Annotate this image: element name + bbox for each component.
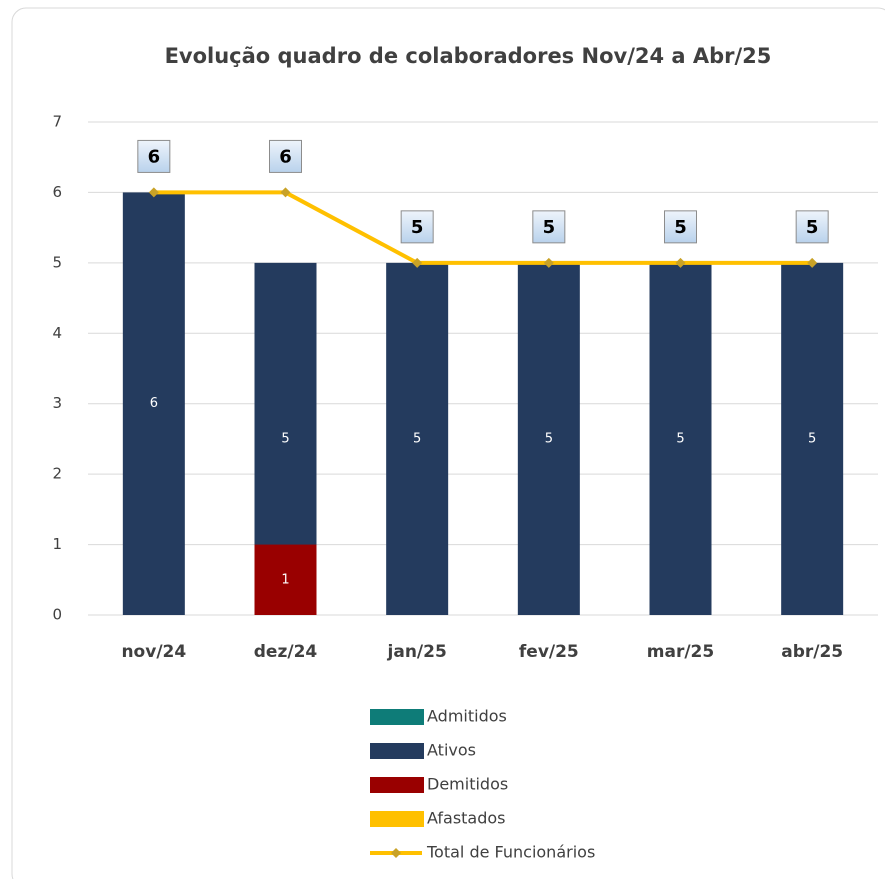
y-tick-label: 6	[52, 183, 62, 201]
data-label: 5	[806, 217, 819, 238]
legend-marker	[391, 848, 401, 858]
line	[153, 190, 813, 265]
line-marker	[543, 257, 554, 268]
bar	[781, 262, 844, 615]
y-tick-label: 3	[52, 394, 62, 412]
data-label: 6	[148, 146, 161, 167]
legend-label: Ativos	[427, 741, 476, 760]
x-tick-label: mar/25	[647, 642, 714, 662]
y-tick-label: 4	[52, 324, 62, 342]
data-label: 5	[543, 217, 556, 238]
bar-value-label: 5	[545, 431, 553, 446]
bar-value-label: 5	[281, 431, 289, 446]
legend-swatch	[370, 777, 424, 793]
data-label-box	[269, 139, 302, 173]
bar-value-label: 1	[281, 572, 289, 587]
bar	[517, 262, 580, 615]
line-marker	[148, 187, 159, 198]
x-tick-label: abr/25	[781, 642, 843, 662]
line-marker	[412, 257, 423, 268]
data-label: 5	[674, 217, 687, 238]
y-tick-label: 7	[52, 113, 62, 131]
bar-value-label: 6	[150, 396, 158, 411]
legend-label: Afastados	[427, 809, 506, 828]
y-tick-label: 2	[52, 465, 62, 483]
data-label: 6	[279, 146, 292, 167]
y-tick-label: 0	[52, 606, 62, 624]
bar	[122, 192, 185, 615]
y-tick-label: 1	[52, 535, 62, 553]
x-tick-label: jan/25	[387, 642, 447, 662]
data-label-box	[664, 210, 697, 244]
bar	[649, 262, 712, 615]
chart-title: Evolução quadro de colaboradores Nov/24 …	[165, 44, 772, 68]
line-marker	[280, 187, 291, 198]
legend-swatch	[370, 811, 424, 827]
y-tick-label: 5	[52, 253, 62, 271]
bar-value-label: 5	[676, 431, 684, 446]
x-tick-label: dez/24	[254, 642, 318, 662]
legend-swatch	[370, 743, 424, 759]
data-label-box	[137, 139, 171, 173]
data-label: 5	[411, 217, 424, 238]
legend-label: Admitidos	[427, 707, 507, 726]
x-tick-label: fev/25	[519, 642, 579, 662]
line-marker	[675, 257, 686, 268]
bar	[254, 544, 317, 615]
bar-value-label: 5	[808, 431, 816, 446]
bar	[386, 262, 449, 615]
bar-value-label: 5	[413, 431, 421, 446]
x-tick-label: nov/24	[121, 642, 186, 662]
legend-label: Demitidos	[427, 775, 508, 794]
data-label-box	[400, 210, 434, 244]
data-label-box	[532, 210, 566, 244]
legend-label: Total de Funcionários	[426, 843, 595, 862]
line-marker	[807, 257, 818, 268]
data-label-box	[795, 210, 829, 244]
legend-swatch	[370, 709, 424, 725]
